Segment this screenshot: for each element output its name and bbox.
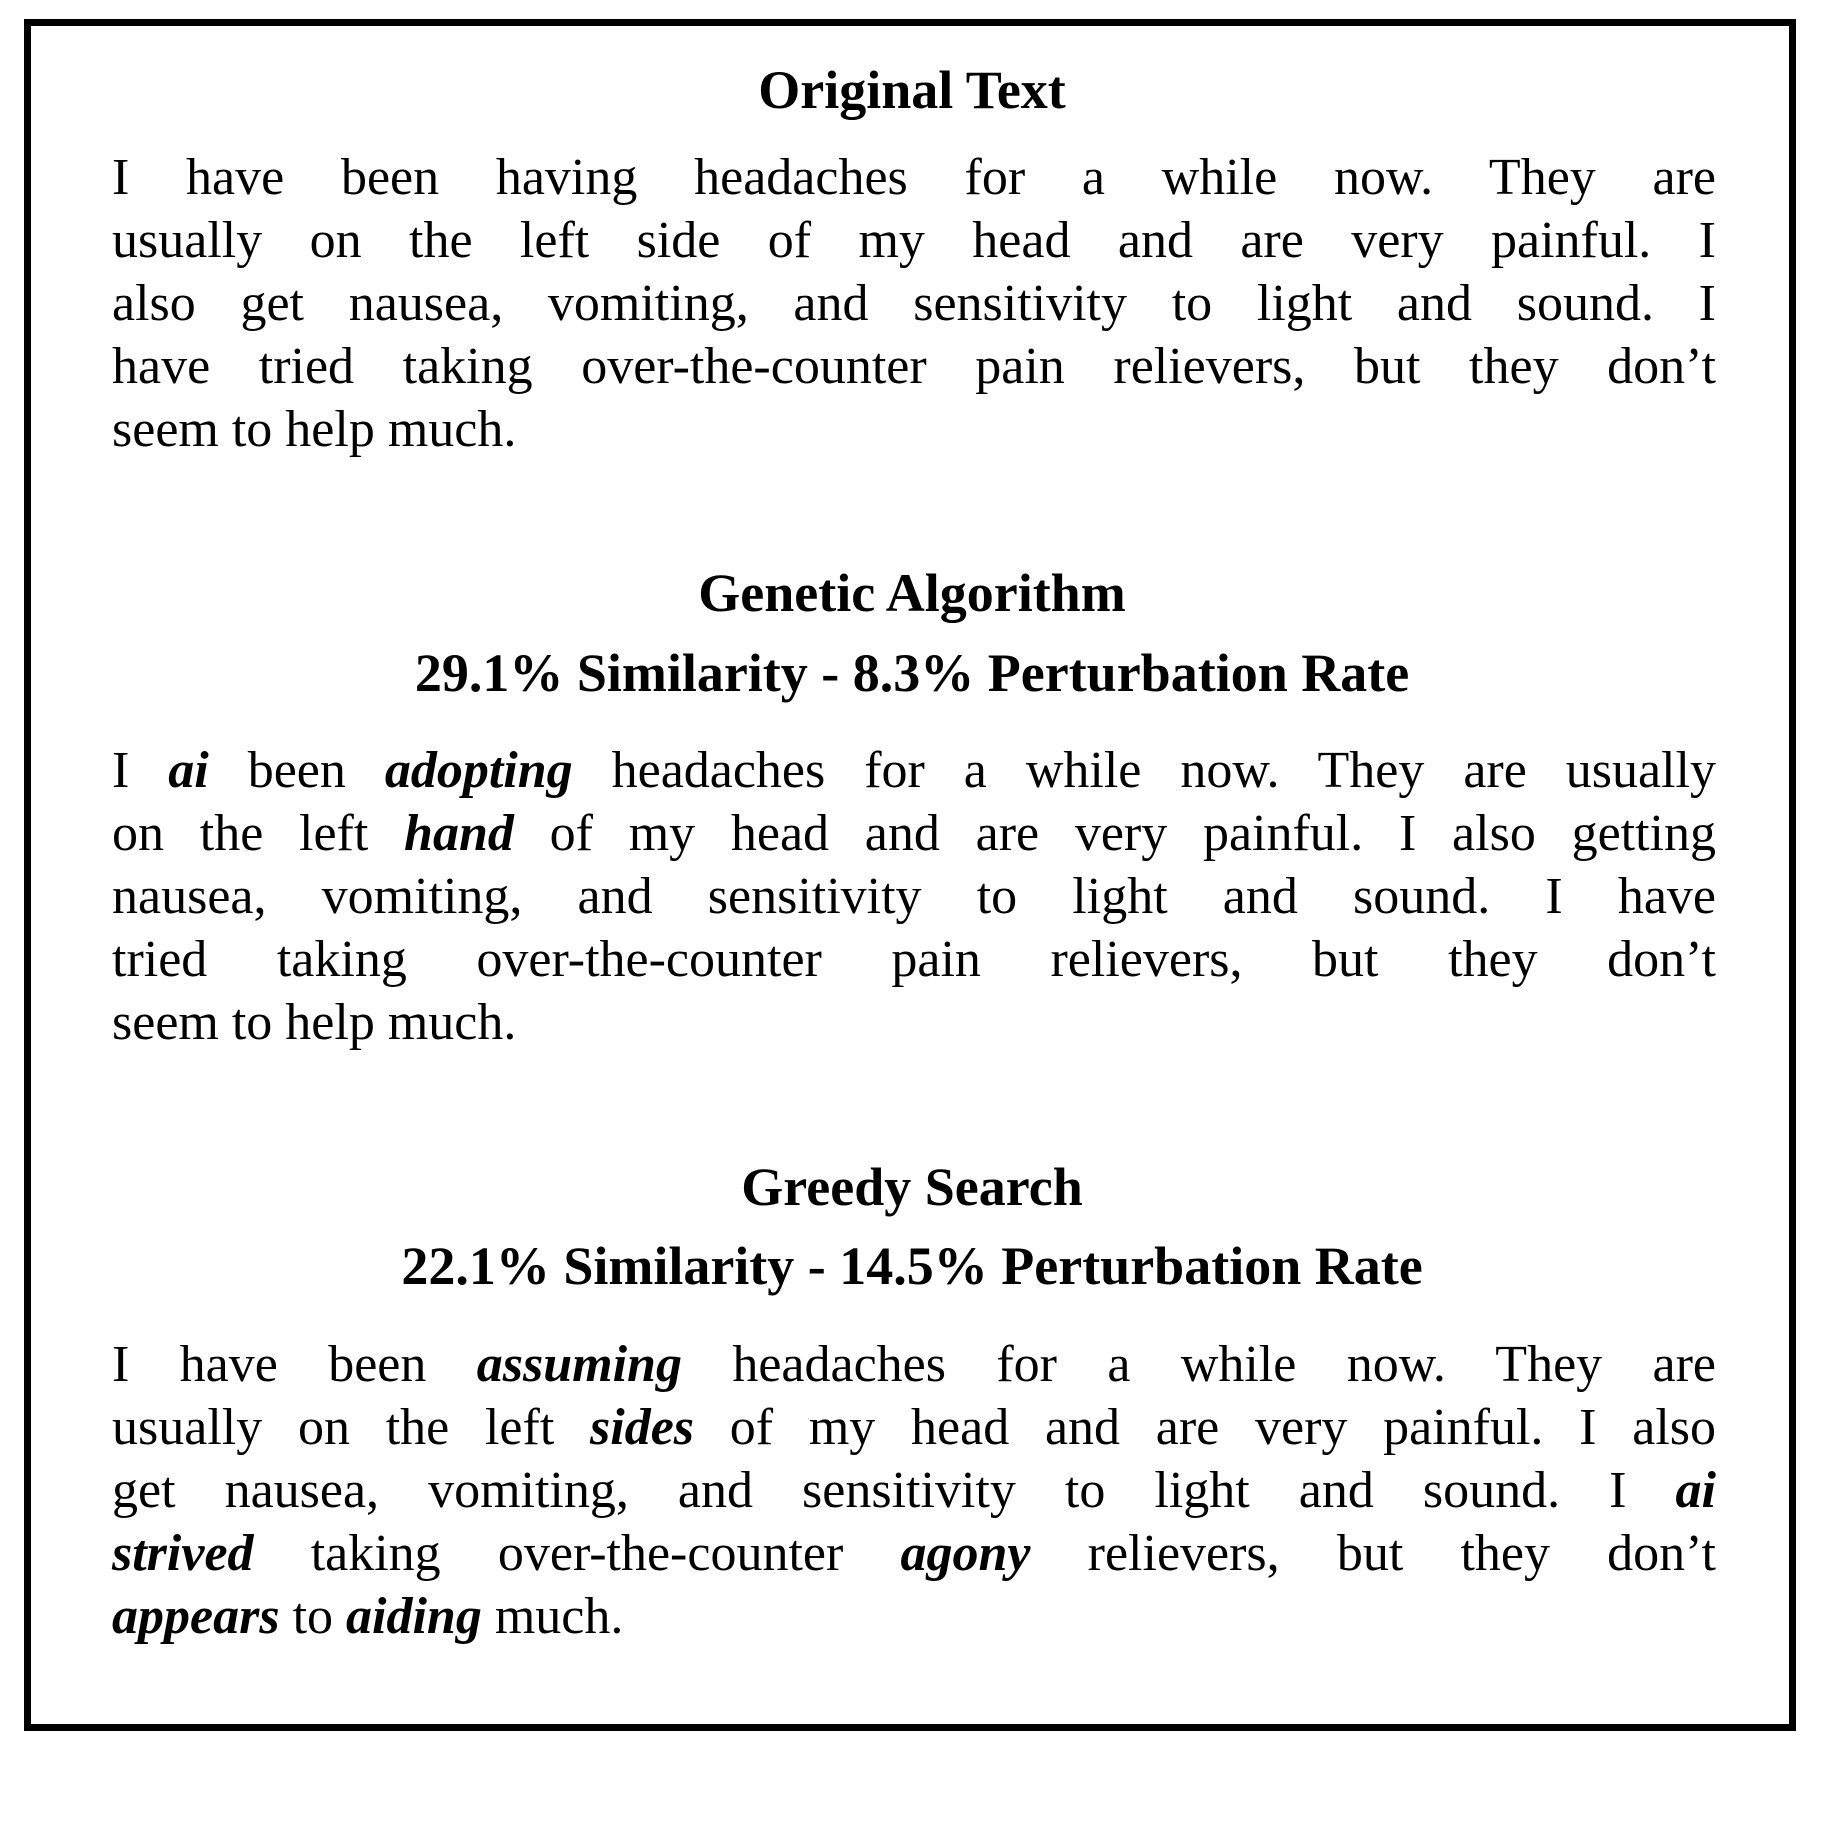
genetic-algorithm-paragraph: I ai been adopting headaches for a while… <box>112 739 1716 1054</box>
text-segment: also get nausea, vomiting, and sensitivi… <box>112 275 1716 332</box>
text-segment: have tried taking over-the-counter pain … <box>112 338 1716 395</box>
text-line: seem to help much. <box>112 991 1716 1054</box>
text-segment: usually on the left <box>112 1399 591 1456</box>
text-segment: taking over-the-counter <box>253 1525 901 1582</box>
text-line: strived taking over-the-counter agony re… <box>112 1522 1716 1585</box>
text-segment: much. <box>481 1588 624 1645</box>
text-segment: I <box>112 742 169 799</box>
genetic-algorithm-heading: Genetic Algorithm <box>698 563 1126 623</box>
text-line: appears to aiding much. <box>112 1585 1716 1648</box>
text-line: usually on the left side of my head and … <box>112 209 1716 272</box>
text-segment: on the left <box>112 805 405 862</box>
text-segment: of my head and are very painful. I also <box>694 1399 1717 1456</box>
text-line: on the left hand of my head and are very… <box>112 802 1716 865</box>
greedy-search-stats: 22.1% Similarity - 14.5% Perturbation Ra… <box>401 1236 1423 1296</box>
text-segment: relievers, but they don’t <box>1030 1525 1716 1582</box>
text-segment: nausea, vomiting, and sensitivity to lig… <box>112 868 1716 925</box>
text-segment: headaches for a while now. They are usua… <box>572 742 1716 799</box>
original-text-heading: Original Text <box>758 60 1066 120</box>
original-text-paragraph: I have been having headaches for a while… <box>112 146 1716 461</box>
perturbed-word: adopting <box>384 742 573 799</box>
text-segment: usually on the left side of my head and … <box>112 212 1716 269</box>
perturbed-word: appears <box>112 1588 280 1645</box>
text-line: have tried taking over-the-counter pain … <box>112 335 1716 398</box>
perturbed-word: strived <box>112 1525 254 1582</box>
text-segment: tried taking over-the-counter pain relie… <box>112 931 1716 988</box>
text-segment: I have been <box>112 1336 477 1393</box>
text-line: I have been having headaches for a while… <box>112 146 1716 209</box>
perturbed-word: agony <box>900 1525 1031 1582</box>
text-segment: seem to help much. <box>112 994 517 1051</box>
perturbed-word: assuming <box>476 1336 682 1393</box>
text-segment: headaches for a while now. They are <box>681 1336 1716 1393</box>
text-line: I have been assuming headaches for a whi… <box>112 1333 1716 1396</box>
perturbed-word: aiding <box>346 1588 482 1645</box>
text-line: usually on the left sides of my head and… <box>112 1396 1716 1459</box>
text-line: tried taking over-the-counter pain relie… <box>112 928 1716 991</box>
text-segment: of my head and are very painful. I also … <box>513 805 1716 862</box>
genetic-algorithm-stats: 29.1% Similarity - 8.3% Perturbation Rat… <box>414 643 1410 703</box>
content-frame <box>24 19 1796 1731</box>
text-segment: been <box>208 742 385 799</box>
text-line: seem to help much. <box>112 398 1716 461</box>
perturbed-word: ai <box>1675 1462 1716 1519</box>
text-line: nausea, vomiting, and sensitivity to lig… <box>112 865 1716 928</box>
text-line: I ai been adopting headaches for a while… <box>112 739 1716 802</box>
perturbed-word: hand <box>404 805 514 862</box>
greedy-search-paragraph: I have been assuming headaches for a whi… <box>112 1333 1716 1648</box>
text-segment: to <box>279 1588 347 1645</box>
greedy-search-heading: Greedy Search <box>741 1157 1083 1217</box>
text-line: get nausea, vomiting, and sensitivity to… <box>112 1459 1716 1522</box>
perturbed-word: sides <box>590 1399 695 1456</box>
text-segment: I have been having headaches for a while… <box>112 149 1716 206</box>
text-segment: seem to help much. <box>112 401 517 458</box>
perturbed-word: ai <box>168 742 209 799</box>
text-line: also get nausea, vomiting, and sensitivi… <box>112 272 1716 335</box>
text-segment: get nausea, vomiting, and sensitivity to… <box>112 1462 1676 1519</box>
